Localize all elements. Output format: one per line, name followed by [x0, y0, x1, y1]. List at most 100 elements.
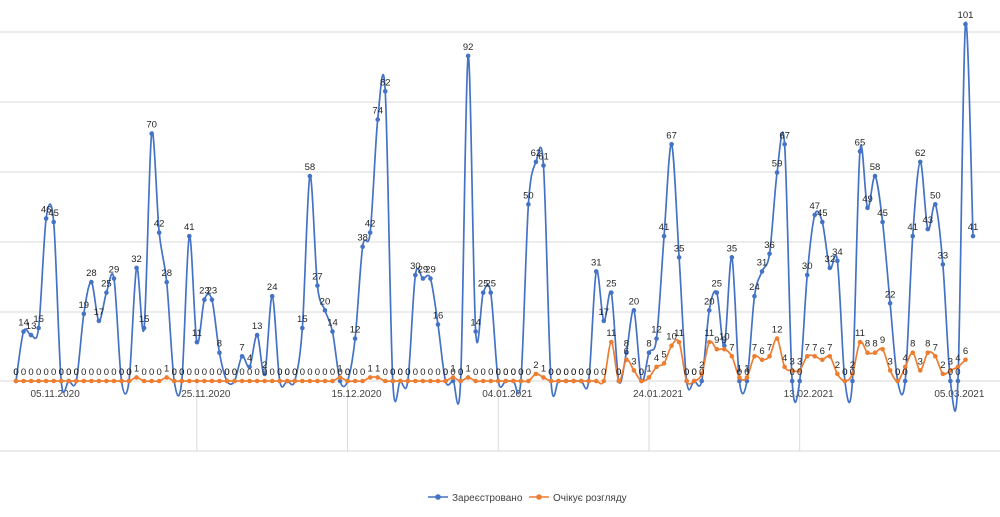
data-point: [616, 378, 622, 384]
data-label: 0: [28, 367, 33, 378]
data-point: [963, 21, 968, 27]
data-label: 0: [232, 367, 237, 378]
data-label: 12: [772, 325, 783, 336]
data-point: [880, 219, 885, 225]
data-label: 7: [812, 342, 817, 353]
data-point: [458, 378, 463, 384]
data-point: [699, 378, 705, 384]
data-label: 5: [661, 349, 666, 360]
data-label: 4: [247, 353, 252, 364]
data-point: [43, 378, 49, 384]
data-point: [526, 202, 531, 207]
data-label: 0: [428, 367, 433, 378]
data-label: 0: [390, 367, 395, 378]
data-label: 0: [322, 367, 327, 378]
data-label: 6: [759, 346, 764, 357]
data-point: [375, 117, 381, 122]
data-label: 0: [684, 367, 689, 378]
data-label: 0: [458, 367, 463, 378]
data-label: 0: [948, 367, 953, 378]
data-point: [428, 378, 433, 384]
data-label: 0: [458, 367, 463, 378]
data-point: [556, 378, 561, 384]
data-point: [36, 325, 41, 331]
data-label: 0: [119, 367, 124, 378]
data-point: [307, 378, 313, 384]
data-label: 0: [315, 367, 320, 378]
data-label: 0: [579, 367, 584, 378]
data-label: 1: [646, 363, 651, 374]
legend-label-pending: Очікує розгляду: [553, 493, 627, 504]
data-point: [948, 368, 953, 373]
data-point: [187, 233, 192, 239]
data-point: [593, 378, 599, 384]
data-point: [428, 276, 433, 281]
data-point: [164, 279, 170, 285]
data-label: 29: [109, 265, 120, 276]
data-point: [646, 375, 652, 380]
data-label: 0: [111, 367, 116, 378]
data-point: [269, 378, 275, 384]
data-point: [202, 378, 207, 384]
data-label: 0: [398, 367, 403, 378]
data-label: 13: [26, 321, 37, 332]
data-label: 62: [915, 148, 926, 159]
data-label: 0: [601, 367, 606, 378]
data-point: [239, 353, 245, 359]
data-point: [337, 378, 343, 384]
data-point: [43, 216, 49, 221]
data-point: [81, 378, 87, 384]
data-point: [789, 378, 795, 384]
data-label: 35: [674, 243, 685, 254]
data-label: 67: [666, 130, 677, 141]
data-label: 8: [865, 339, 870, 350]
data-point: [639, 378, 644, 384]
data-point: [661, 361, 667, 366]
data-label: 38: [357, 233, 368, 244]
data-point: [367, 375, 373, 380]
data-point: [759, 269, 765, 274]
data-point: [933, 202, 938, 207]
data-point: [902, 378, 908, 384]
data-label: 1: [134, 363, 139, 374]
data-label: 101: [958, 10, 974, 21]
data-point: [28, 332, 34, 338]
data-point: [292, 378, 298, 384]
data-label: 25: [101, 279, 112, 290]
data-point: [89, 378, 94, 384]
data-label: 0: [692, 367, 697, 378]
data-label: 1: [164, 363, 169, 374]
data-label: 0: [895, 367, 900, 378]
data-point: [887, 368, 893, 373]
data-label: 7: [752, 342, 757, 353]
data-label: 11: [606, 328, 616, 339]
data-label: 13: [252, 321, 263, 332]
data-point: [224, 378, 230, 384]
data-label: 6: [624, 346, 629, 357]
data-label: 0: [89, 367, 94, 378]
data-point: [262, 378, 267, 384]
data-point: [646, 350, 652, 356]
data-point: [202, 297, 207, 303]
data-label: 30: [410, 261, 421, 272]
data-label: 0: [232, 367, 237, 378]
data-point: [835, 258, 840, 264]
data-point: [706, 339, 712, 345]
data-point: [28, 378, 34, 384]
data-label: 4: [782, 353, 787, 364]
data-point: [21, 329, 26, 334]
data-point: [654, 336, 659, 341]
data-label: 22: [885, 289, 896, 300]
data-point: [443, 378, 448, 384]
data-label: 9: [714, 335, 719, 346]
data-label: 11: [674, 328, 684, 339]
data-label: 0: [556, 367, 561, 378]
data-label: 0: [119, 367, 124, 378]
data-point: [774, 336, 780, 341]
data-label: 0: [571, 367, 576, 378]
data-point: [669, 141, 674, 147]
data-point: [360, 378, 365, 384]
series-lines: [13, 21, 976, 412]
data-label: 31: [591, 257, 602, 268]
data-point: [910, 350, 916, 356]
